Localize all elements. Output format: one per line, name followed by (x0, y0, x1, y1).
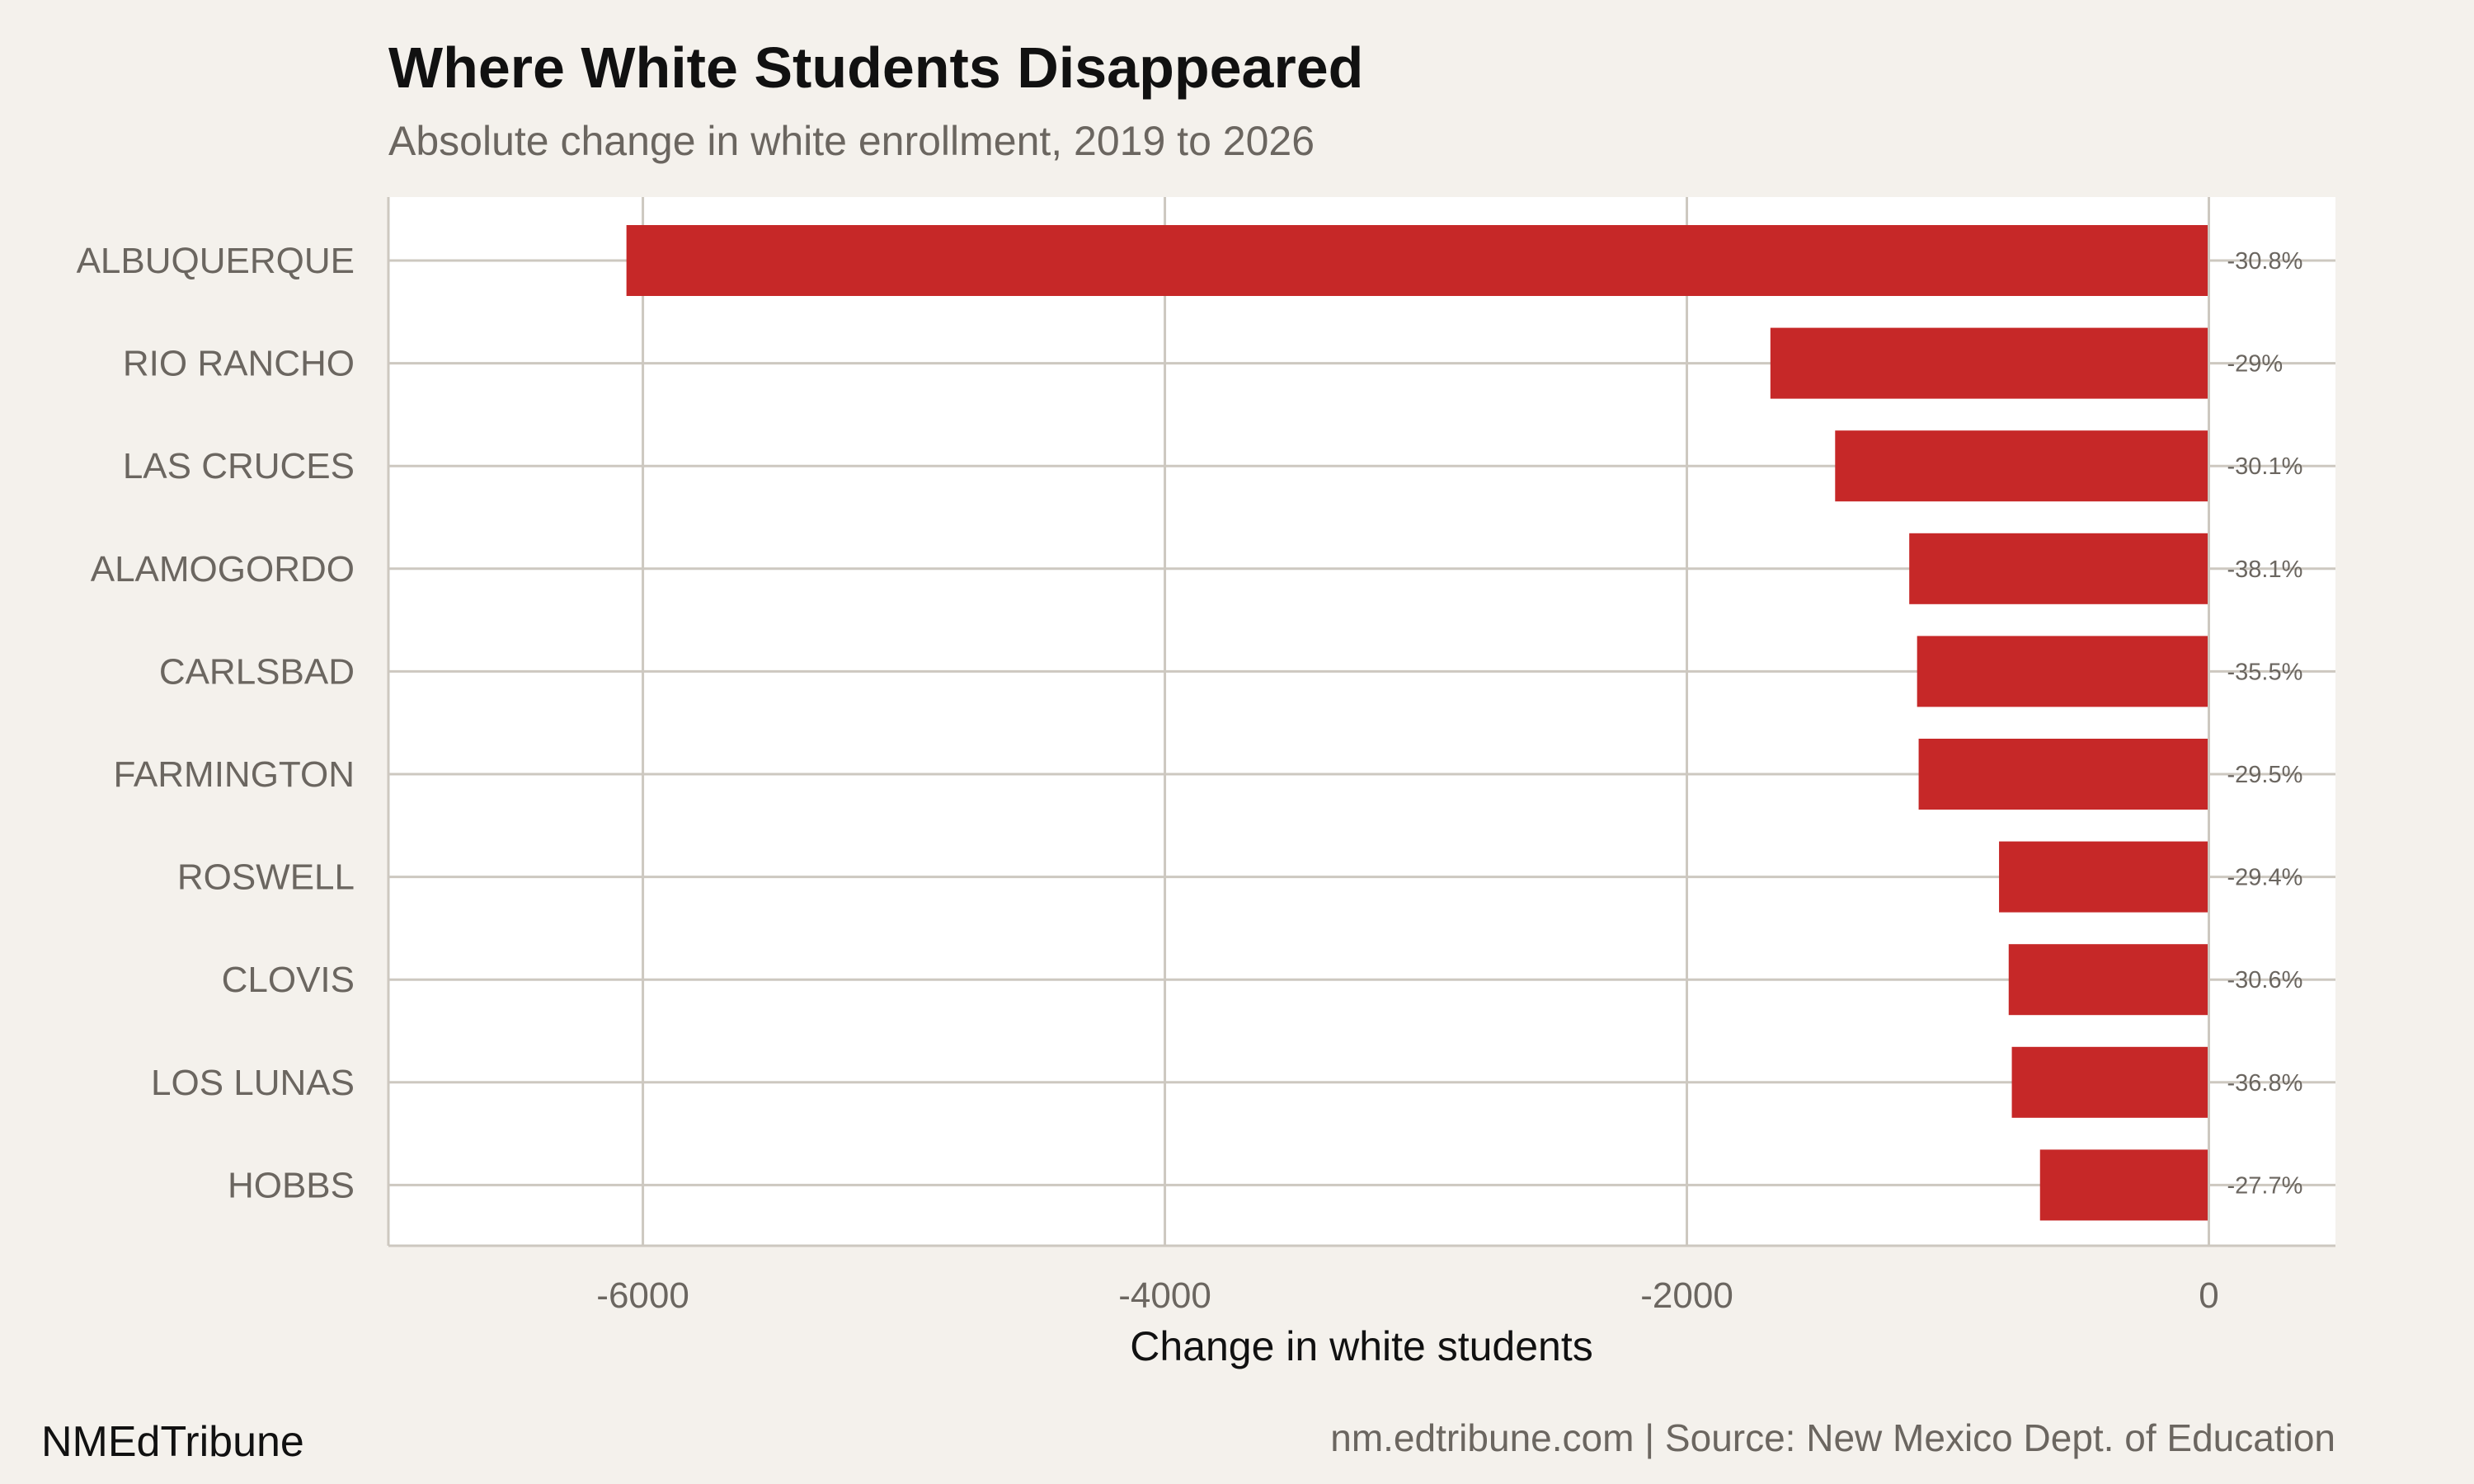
category-label: LAS CRUCES (123, 446, 355, 486)
x-tick-label: -6000 (596, 1275, 689, 1316)
category-label: LOS LUNAS (151, 1063, 355, 1103)
bar (2008, 944, 2209, 1016)
pct-change-label: -30.6% (2227, 967, 2303, 993)
pct-change-label: -38.1% (2227, 556, 2303, 583)
x-axis-title: Change in white students (1130, 1323, 1592, 1369)
category-label: CARLSBAD (159, 651, 355, 692)
bar (1917, 636, 2209, 707)
category-label: ALBUQUERQUE (77, 241, 355, 281)
x-tick-label: -4000 (1118, 1275, 1211, 1316)
pct-change-label: -27.7% (2227, 1172, 2303, 1199)
bar (2011, 1046, 2209, 1118)
pct-change-label: -36.8% (2227, 1070, 2303, 1097)
x-tick-label: -2000 (1640, 1275, 1733, 1316)
pct-change-label: -35.5% (2227, 659, 2303, 685)
bar (1999, 841, 2209, 913)
bar (1918, 739, 2209, 810)
bar (626, 225, 2209, 296)
bar (1835, 430, 2209, 502)
chart-title: Where White Students Disappeared (388, 35, 1363, 100)
pct-change-label: -29.4% (2227, 865, 2303, 891)
pct-change-label: -29.5% (2227, 762, 2303, 788)
source-caption: nm.edtribune.com | Source: New Mexico De… (1330, 1416, 2335, 1459)
bar (1770, 327, 2209, 399)
bar (1909, 533, 2209, 604)
category-label: RIO RANCHO (123, 344, 355, 384)
category-label: HOBBS (228, 1165, 355, 1205)
pct-change-label: -29% (2227, 351, 2284, 378)
bar (2039, 1149, 2209, 1221)
category-label: ALAMOGORDO (91, 549, 355, 589)
pct-change-label: -30.1% (2227, 453, 2303, 480)
chart-subtitle: Absolute change in white enrollment, 201… (388, 118, 1315, 164)
pct-change-label: -30.8% (2227, 248, 2303, 275)
brand-logo-text: NMEdTribune (41, 1418, 304, 1466)
category-label: FARMINGTON (113, 754, 355, 795)
category-label: ROSWELL (177, 857, 355, 898)
category-label: CLOVIS (222, 960, 355, 1000)
x-tick-label: 0 (2199, 1275, 2218, 1316)
